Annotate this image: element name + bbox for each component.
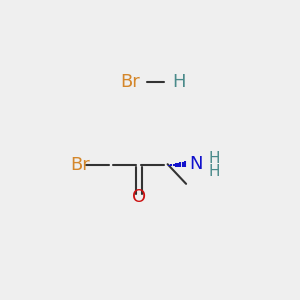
Text: H: H — [208, 152, 220, 166]
Text: H: H — [172, 73, 186, 91]
Text: H: H — [208, 164, 220, 178]
Text: Br: Br — [120, 73, 140, 91]
Text: N: N — [190, 155, 203, 173]
Text: Br: Br — [70, 156, 90, 174]
Text: O: O — [132, 188, 146, 206]
